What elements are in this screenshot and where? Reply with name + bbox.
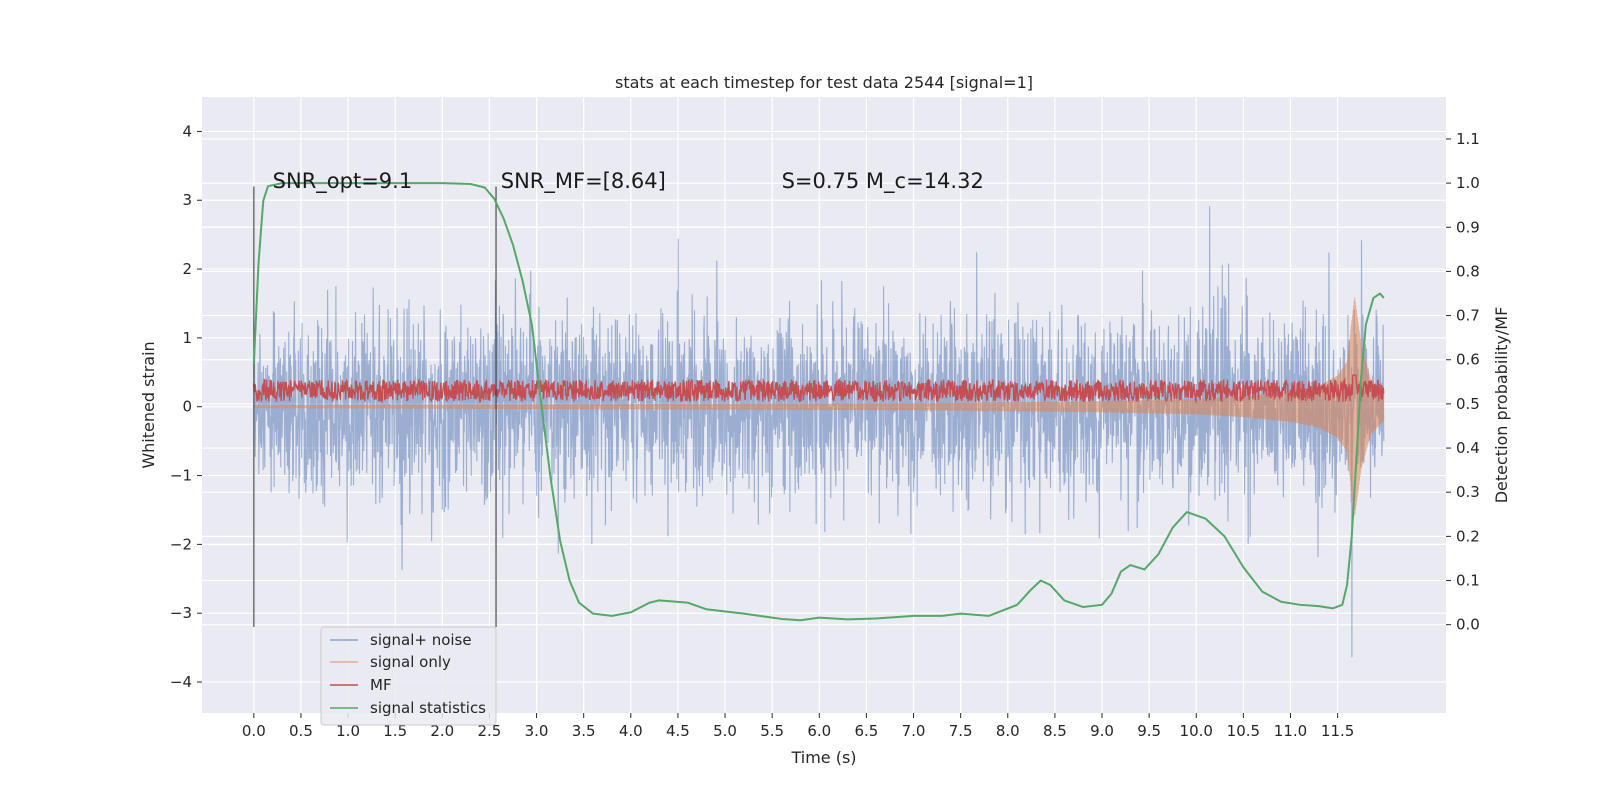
- y-axis-label: Whitened strain: [139, 341, 158, 468]
- x-tick-label: 1.0: [336, 722, 360, 740]
- y2-tick-label: 1.1: [1456, 130, 1480, 148]
- y2-tick-label: 0.3: [1456, 483, 1480, 501]
- x-tick-label: 0.5: [289, 722, 313, 740]
- x-tick-label: 9.0: [1090, 722, 1114, 740]
- y2-tick-label: 0.0: [1456, 616, 1480, 634]
- y-tick-label: 1: [182, 329, 192, 347]
- y2-axis-label: Detection probability/MF: [1492, 307, 1511, 504]
- legend: signal+ noise signal only MF signal stat…: [320, 626, 497, 726]
- x-tick-label: 2.5: [478, 722, 502, 740]
- x-tick-label: 7.5: [949, 722, 973, 740]
- y2-tick-label: 0.4: [1456, 439, 1480, 457]
- y-tick-label: −4: [170, 673, 192, 691]
- legend-box: [320, 626, 497, 726]
- x-tick-label: 6.5: [854, 722, 878, 740]
- legend-item-mf: MF: [330, 676, 392, 694]
- y2-tick-label: 0.6: [1456, 351, 1480, 369]
- x-tick-label: 6.0: [807, 722, 831, 740]
- x-tick-label: 10.5: [1227, 722, 1260, 740]
- legend-label-mf: MF: [370, 676, 392, 694]
- x-tick-label: 10.0: [1180, 722, 1213, 740]
- x-tick-label: 7.0: [902, 722, 926, 740]
- x-tick-label: 5.0: [713, 722, 737, 740]
- x-tick-label: 11.0: [1274, 722, 1307, 740]
- y2-tick-label: 0.1: [1456, 572, 1480, 590]
- legend-item-signal-noise: signal+ noise: [330, 631, 472, 649]
- x-tick-label: 0.0: [242, 722, 266, 740]
- x-tick-label: 5.5: [760, 722, 784, 740]
- chart-title: stats at each timestep for test data 254…: [615, 73, 1033, 92]
- y-tick-label: −3: [170, 604, 192, 622]
- y-tick-label: 3: [182, 191, 192, 209]
- plot-layer: [252, 182, 1385, 658]
- x-tick-label: 4.5: [666, 722, 690, 740]
- y2-tick-label: 0.7: [1456, 307, 1480, 325]
- legend-label-signal-only: signal only: [370, 653, 451, 671]
- annotations: SNR_opt=9.1 SNR_MF=[8.64] S=0.75 M_c=14.32: [273, 169, 984, 194]
- y-tick-label: 4: [182, 122, 192, 140]
- x-tick-label: 8.0: [996, 722, 1020, 740]
- y2-tick-label: 1.0: [1456, 174, 1480, 192]
- y-tick-label: −1: [170, 467, 192, 485]
- annotation-snr-opt: SNR_opt=9.1: [273, 169, 413, 194]
- legend-item-signal-only: signal only: [330, 653, 451, 671]
- x-tick-label: 1.5: [383, 722, 407, 740]
- x-tick-label: 11.5: [1321, 722, 1354, 740]
- x-tick-label: 8.5: [1043, 722, 1067, 740]
- annotation-snr-mf: SNR_MF=[8.64]: [501, 169, 666, 194]
- x-tick-label: 3.0: [525, 722, 549, 740]
- y-tick-label: −2: [170, 535, 192, 553]
- legend-label-signal-noise: signal+ noise: [370, 631, 472, 649]
- legend-item-signal-statistics: signal statistics: [330, 699, 486, 717]
- x-tick-label: 9.5: [1137, 722, 1161, 740]
- annotation-spin-chirp-mass: S=0.75 M_c=14.32: [782, 169, 984, 194]
- y2-tick-label: 0.2: [1456, 527, 1480, 545]
- x-tick-label: 4.0: [619, 722, 643, 740]
- y2-tick-label: 0.8: [1456, 262, 1480, 280]
- axes: 0.0 0.5 1.0 1.5 2.0 2.5 3.0 3.5 4.0 4.5 5.0 5.5 6.0 6…: [170, 122, 1480, 740]
- y2-tick-label: 0.5: [1456, 395, 1480, 413]
- x-tick-label: 3.5: [572, 722, 596, 740]
- legend-label-signal-statistics: signal statistics: [370, 699, 486, 717]
- y-tick-label: 0: [182, 398, 192, 416]
- x-tick-label: 2.0: [430, 722, 454, 740]
- x-axis-label: Time (s): [790, 748, 856, 767]
- y-tick-label: 2: [182, 260, 192, 278]
- series-signal-statistics: [252, 182, 1385, 622]
- series-signal-only: [253, 297, 1385, 516]
- y2-tick-label: 0.9: [1456, 218, 1480, 236]
- series-mf: [253, 374, 1385, 404]
